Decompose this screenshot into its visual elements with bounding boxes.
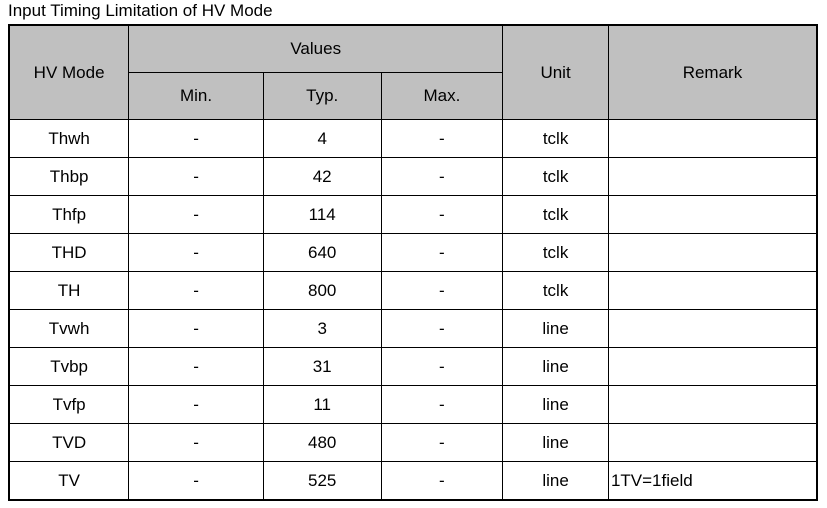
remark-cell [607, 195, 818, 234]
typ-cell: 4 [262, 119, 382, 158]
max-cell: - [380, 271, 504, 310]
table-row: Tvwh -3- line [8, 309, 818, 348]
min-cell: - [128, 195, 264, 234]
typ-cell: 480 [262, 423, 382, 462]
unit-cell: tclk [502, 233, 609, 272]
unit-cell: line [502, 423, 609, 462]
unit-cell: tclk [502, 195, 609, 234]
table-title: Input Timing Limitation of HV Mode [8, 1, 273, 20]
table-row: THD -640- tclk [8, 233, 818, 272]
table-row: TVD -480- line [8, 423, 818, 462]
min-cell: - [128, 309, 264, 348]
mode-cell: Thfp [8, 195, 130, 234]
header-cell: Min. [128, 72, 264, 120]
remark-cell [607, 271, 818, 310]
unit-cell: tclk [502, 271, 609, 310]
max-cell: - [380, 119, 504, 158]
header-cell: Unit [502, 24, 609, 120]
max-cell: - [380, 309, 504, 348]
typ-cell: 114 [262, 195, 382, 234]
min-cell: - [128, 233, 264, 272]
remark-cell [607, 423, 818, 462]
remark-cell [607, 309, 818, 348]
typ-cell: 640 [262, 233, 382, 272]
mode-cell: Tvbp [8, 347, 130, 386]
table-row: Tvbp -31- line [8, 347, 818, 386]
min-cell: - [128, 385, 264, 424]
unit-cell: line [502, 461, 609, 501]
typ-cell: 42 [262, 157, 382, 196]
remark-cell [607, 157, 818, 196]
timing-table: HV Mode Values Unit Remark Min. Typ. Max… [8, 24, 818, 501]
min-cell: - [128, 461, 264, 501]
min-cell: - [128, 423, 264, 462]
remark-cell [607, 119, 818, 158]
unit-cell: tclk [502, 119, 609, 158]
table-row: TV -525- line 1TV=1field [8, 461, 818, 501]
remark-cell [607, 385, 818, 424]
header-cell: Remark [607, 24, 818, 120]
mode-cell: TV [8, 461, 130, 501]
min-cell: - [128, 157, 264, 196]
table-row: Tvfp -11- line [8, 385, 818, 424]
mode-cell: Thwh [8, 119, 130, 158]
typ-cell: 525 [262, 461, 382, 501]
unit-cell: line [502, 309, 609, 348]
mode-cell: THD [8, 233, 130, 272]
mode-cell: Tvwh [8, 309, 130, 348]
max-cell: - [380, 385, 504, 424]
max-cell: - [380, 195, 504, 234]
mode-cell: TH [8, 271, 130, 310]
mode-cell: Tvfp [8, 385, 130, 424]
min-cell: - [128, 347, 264, 386]
table-row: TH -800- tclk [8, 271, 818, 310]
max-cell: - [380, 461, 504, 501]
remark-cell [607, 233, 818, 272]
mode-cell: TVD [8, 423, 130, 462]
min-cell: - [128, 271, 264, 310]
table-row: Thwh -4- tclk [8, 119, 818, 158]
table-body: Thwh -4- tclk Thbp -42- tclk Thfp -114- tclk THD -… [8, 119, 818, 501]
header-cell: HV Mode [8, 24, 130, 120]
typ-cell: 31 [262, 347, 382, 386]
remark-cell: 1TV=1field [607, 461, 818, 501]
header-cell: Values [128, 24, 504, 73]
max-cell: - [380, 233, 504, 272]
table-row: Thbp -42- tclk [8, 157, 818, 196]
mode-cell: Thbp [8, 157, 130, 196]
header-cell: Max. [380, 72, 504, 120]
header-cell: Typ. [262, 72, 382, 120]
unit-cell: tclk [502, 157, 609, 196]
table-row: Thfp -114- tclk [8, 195, 818, 234]
min-cell: - [128, 119, 264, 158]
unit-cell: line [502, 385, 609, 424]
typ-cell: 800 [262, 271, 382, 310]
typ-cell: 3 [262, 309, 382, 348]
max-cell: - [380, 423, 504, 462]
max-cell: - [380, 347, 504, 386]
max-cell: - [380, 157, 504, 196]
remark-cell [607, 347, 818, 386]
typ-cell: 11 [262, 385, 382, 424]
unit-cell: line [502, 347, 609, 386]
